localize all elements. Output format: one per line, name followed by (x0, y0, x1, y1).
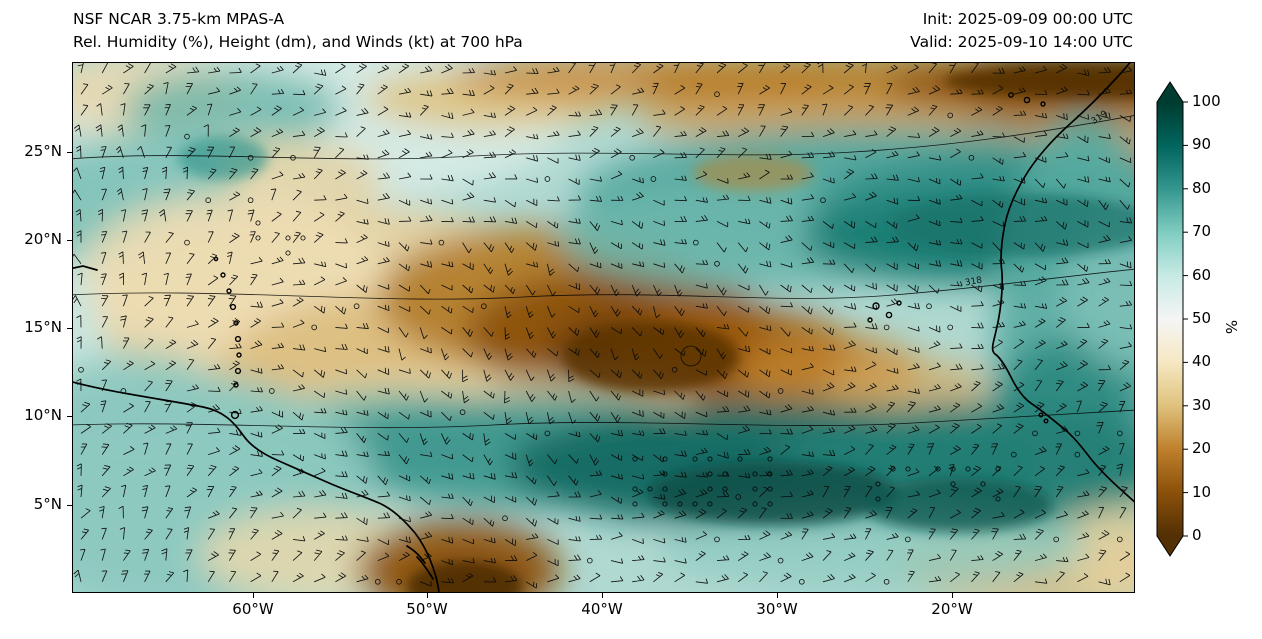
humidity-field-cores (178, 65, 1134, 592)
y-axis-tick (67, 328, 72, 329)
x-tick-label: 20°W (931, 600, 973, 618)
x-axis-tick (777, 593, 778, 598)
y-tick-label: 15°N (24, 318, 62, 336)
y-axis-tick (67, 152, 72, 153)
x-axis-tick (427, 593, 428, 598)
map-field (73, 63, 1134, 592)
title-line-2: Rel. Humidity (%), Height (dm), and Wind… (73, 33, 523, 51)
title-line-1: NSF NCAR 3.75-km MPAS-A (73, 10, 285, 28)
colorbar-tick-label: 100 (1192, 92, 1221, 110)
wind-barbs (73, 63, 1133, 589)
colorbar-tick-label: 20 (1192, 439, 1212, 457)
x-axis-tick (253, 593, 254, 598)
colorbar-tick-label: 30 (1192, 396, 1212, 414)
colorbar-ticks (1183, 101, 1188, 537)
colorbar-tick-label: 60 (1192, 266, 1212, 284)
y-tick-label: 25°N (24, 142, 62, 160)
colorbar-tick-label: 0 (1192, 526, 1202, 544)
colorbar-tick-label: 10 (1192, 483, 1212, 501)
y-tick-label: 5°N (33, 495, 62, 513)
x-axis-tick (952, 593, 953, 598)
stipple-circles (255, 220, 1001, 507)
run-times: Init: 2025-09-09 00:00 UTC Valid: 2025-0… (910, 8, 1133, 54)
colorbar-tick-label: 80 (1192, 179, 1212, 197)
y-axis-tick (67, 505, 72, 506)
y-tick-label: 20°N (24, 230, 62, 248)
y-axis-tick (67, 416, 72, 417)
colorbar (1156, 81, 1188, 557)
colorbar-tick-label: 70 (1192, 222, 1212, 240)
x-tick-label: 60°W (232, 600, 274, 618)
colorbar-ramp (1156, 81, 1184, 557)
y-axis-tick (67, 240, 72, 241)
y-tick-label: 10°N (24, 406, 62, 424)
valid-time: Valid: 2025-09-10 14:00 UTC (910, 33, 1133, 51)
init-time: Init: 2025-09-09 00:00 UTC (922, 10, 1133, 28)
x-tick-label: 50°W (406, 600, 448, 618)
map-panel: 319 318 (72, 62, 1135, 593)
x-tick-label: 40°W (581, 600, 623, 618)
x-axis-tick (602, 593, 603, 598)
colorbar-tick-label: 50 (1192, 309, 1212, 327)
colorbar-tick-label: 40 (1192, 352, 1212, 370)
x-tick-label: 30°W (756, 600, 798, 618)
colorbar-unit-label: % (1222, 319, 1241, 335)
colorbar-tick-label: 90 (1192, 135, 1212, 153)
